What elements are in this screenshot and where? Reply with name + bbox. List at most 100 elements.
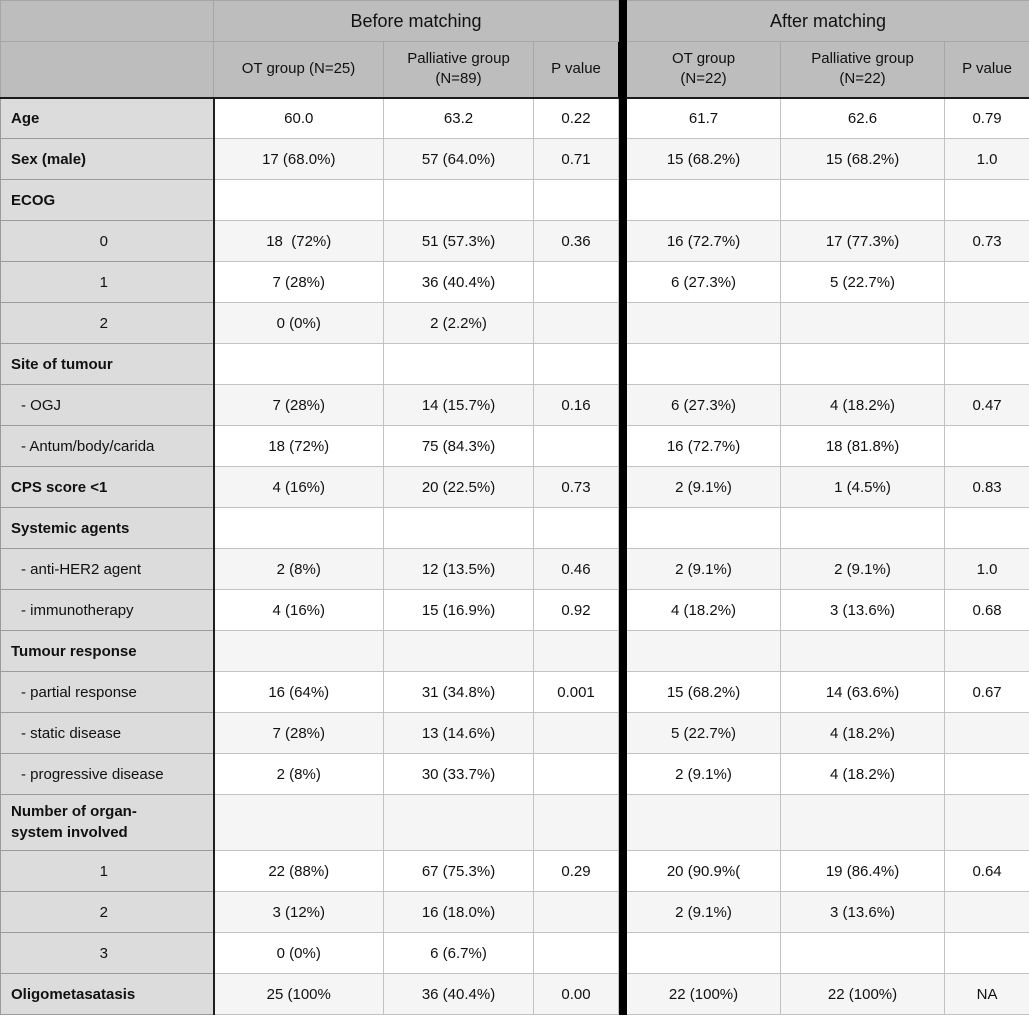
row-label-line: Number of organ- — [11, 803, 137, 821]
cell: 14 (15.7%) — [383, 384, 534, 426]
cell: 0.00 — [532, 973, 620, 1015]
cell: 4 (18.2%) — [780, 753, 946, 795]
cell: 0.64 — [944, 850, 1029, 892]
cell: 16 (72.7%) — [626, 220, 782, 262]
row-label: 2 — [0, 891, 215, 933]
cell: 3 (13.6%) — [780, 891, 946, 933]
row-label-line: system involved — [11, 823, 128, 841]
cell: 57 (64.0%) — [383, 138, 534, 180]
cell: 7 (28%) — [213, 712, 384, 754]
table-header: Before matching After matching OT group … — [0, 0, 1029, 99]
column-divider — [618, 261, 628, 303]
cell: 4 (16%) — [213, 589, 384, 631]
cell — [944, 753, 1029, 795]
cell — [626, 302, 782, 344]
column-divider — [618, 425, 628, 467]
cell — [532, 261, 620, 303]
col-header-ot-before: OT group (N=25) — [213, 41, 384, 99]
cell: 15 (68.2%) — [626, 138, 782, 180]
cell: 63.2 — [383, 97, 534, 139]
table-row: ECOG — [0, 179, 1029, 221]
table-row: - progressive disease 2 (8%) 30 (33.7%) 2 (… — [0, 753, 1029, 795]
cell: 4 (18.2%) — [626, 589, 782, 631]
column-divider — [618, 548, 628, 590]
cell: 2 (8%) — [213, 548, 384, 590]
table-row: 0 18 (72%) 51 (57.3%) 0.36 16 (72.7%) 17 (77.… — [0, 220, 1029, 262]
cell: 19 (86.4%) — [780, 850, 946, 892]
cell — [383, 794, 534, 851]
cell: 4 (18.2%) — [780, 384, 946, 426]
row-label: Systemic agents — [0, 507, 215, 549]
cell — [780, 302, 946, 344]
group-header-after: After matching — [626, 0, 1029, 42]
table-row: Systemic agents — [0, 507, 1029, 549]
table-row: - immunotherapy 4 (16%) 15 (16.9%) 0.92 4 (1… — [0, 589, 1029, 631]
cell — [780, 630, 946, 672]
cell: 20 (90.9%( — [626, 850, 782, 892]
column-divider — [618, 0, 628, 98]
cell: 4 (18.2%) — [780, 712, 946, 754]
cell: 2 (8%) — [213, 753, 384, 795]
cell — [780, 343, 946, 385]
table-row: Tumour response — [0, 630, 1029, 672]
cell: 0.001 — [532, 671, 620, 713]
row-label: - OGJ — [0, 384, 215, 426]
cell: 31 (34.8%) — [383, 671, 534, 713]
cell: 0.73 — [532, 466, 620, 508]
cell: 1 (4.5%) — [780, 466, 946, 508]
row-label: - static disease — [0, 712, 215, 754]
cell: 30 (33.7%) — [383, 753, 534, 795]
cell: 61.7 — [626, 97, 782, 139]
cell: 15 (68.2%) — [780, 138, 946, 180]
cell: 62.6 — [780, 97, 946, 139]
cell: 15 (16.9%) — [383, 589, 534, 631]
row-label: Age — [0, 97, 215, 139]
cell: 3 (13.6%) — [780, 589, 946, 631]
table-row: - anti-HER2 agent 2 (8%) 12 (13.5%) 0.46 2 (… — [0, 548, 1029, 590]
cell: 18 (72%) — [213, 425, 384, 467]
table-body: Age 60.0 63.2 0.22 61.7 62.6 0.79 Sex (male) 17 … — [0, 97, 1029, 1015]
cell — [780, 794, 946, 851]
cell — [944, 932, 1029, 974]
column-divider — [618, 138, 628, 180]
column-divider — [618, 507, 628, 549]
col-header-label: Palliative group — [811, 50, 914, 67]
cell — [532, 932, 620, 974]
cell: 22 (88%) — [213, 850, 384, 892]
corner-cell — [0, 41, 214, 99]
cell: 2 (9.1%) — [780, 548, 946, 590]
col-header-ot-after: OT group (N=22) — [626, 41, 782, 99]
cell: 0 (0%) — [213, 932, 384, 974]
cell — [626, 179, 782, 221]
row-label: - anti-HER2 agent — [0, 548, 215, 590]
row-label: Tumour response — [0, 630, 215, 672]
row-label: - immunotherapy — [0, 589, 215, 631]
cell — [532, 343, 620, 385]
cell: 0.73 — [944, 220, 1029, 262]
cell: 16 (18.0%) — [383, 891, 534, 933]
col-header-label: (N=22) — [839, 70, 886, 88]
cell — [213, 179, 384, 221]
cell — [944, 425, 1029, 467]
row-label: 0 — [0, 220, 215, 262]
cell: 0.79 — [944, 97, 1029, 139]
cell: 4 (16%) — [213, 466, 384, 508]
cell: 0.16 — [532, 384, 620, 426]
corner-cell — [0, 0, 214, 42]
col-header-label: P value — [551, 60, 601, 78]
cell: 7 (28%) — [213, 261, 384, 303]
cell: 3 (12%) — [213, 891, 384, 933]
table-row: Site of tumour — [0, 343, 1029, 385]
cell: 2 (9.1%) — [626, 753, 782, 795]
cell: 0.92 — [532, 589, 620, 631]
cell: 6 (6.7%) — [383, 932, 534, 974]
cell — [944, 630, 1029, 672]
cell: 2 (9.1%) — [626, 891, 782, 933]
cell — [532, 891, 620, 933]
cell: 6 (27.3%) — [626, 384, 782, 426]
table-row: - static disease 7 (28%) 13 (14.6%) 5 (22.7… — [0, 712, 1029, 754]
cell: 0.83 — [944, 466, 1029, 508]
row-label: ECOG — [0, 179, 215, 221]
